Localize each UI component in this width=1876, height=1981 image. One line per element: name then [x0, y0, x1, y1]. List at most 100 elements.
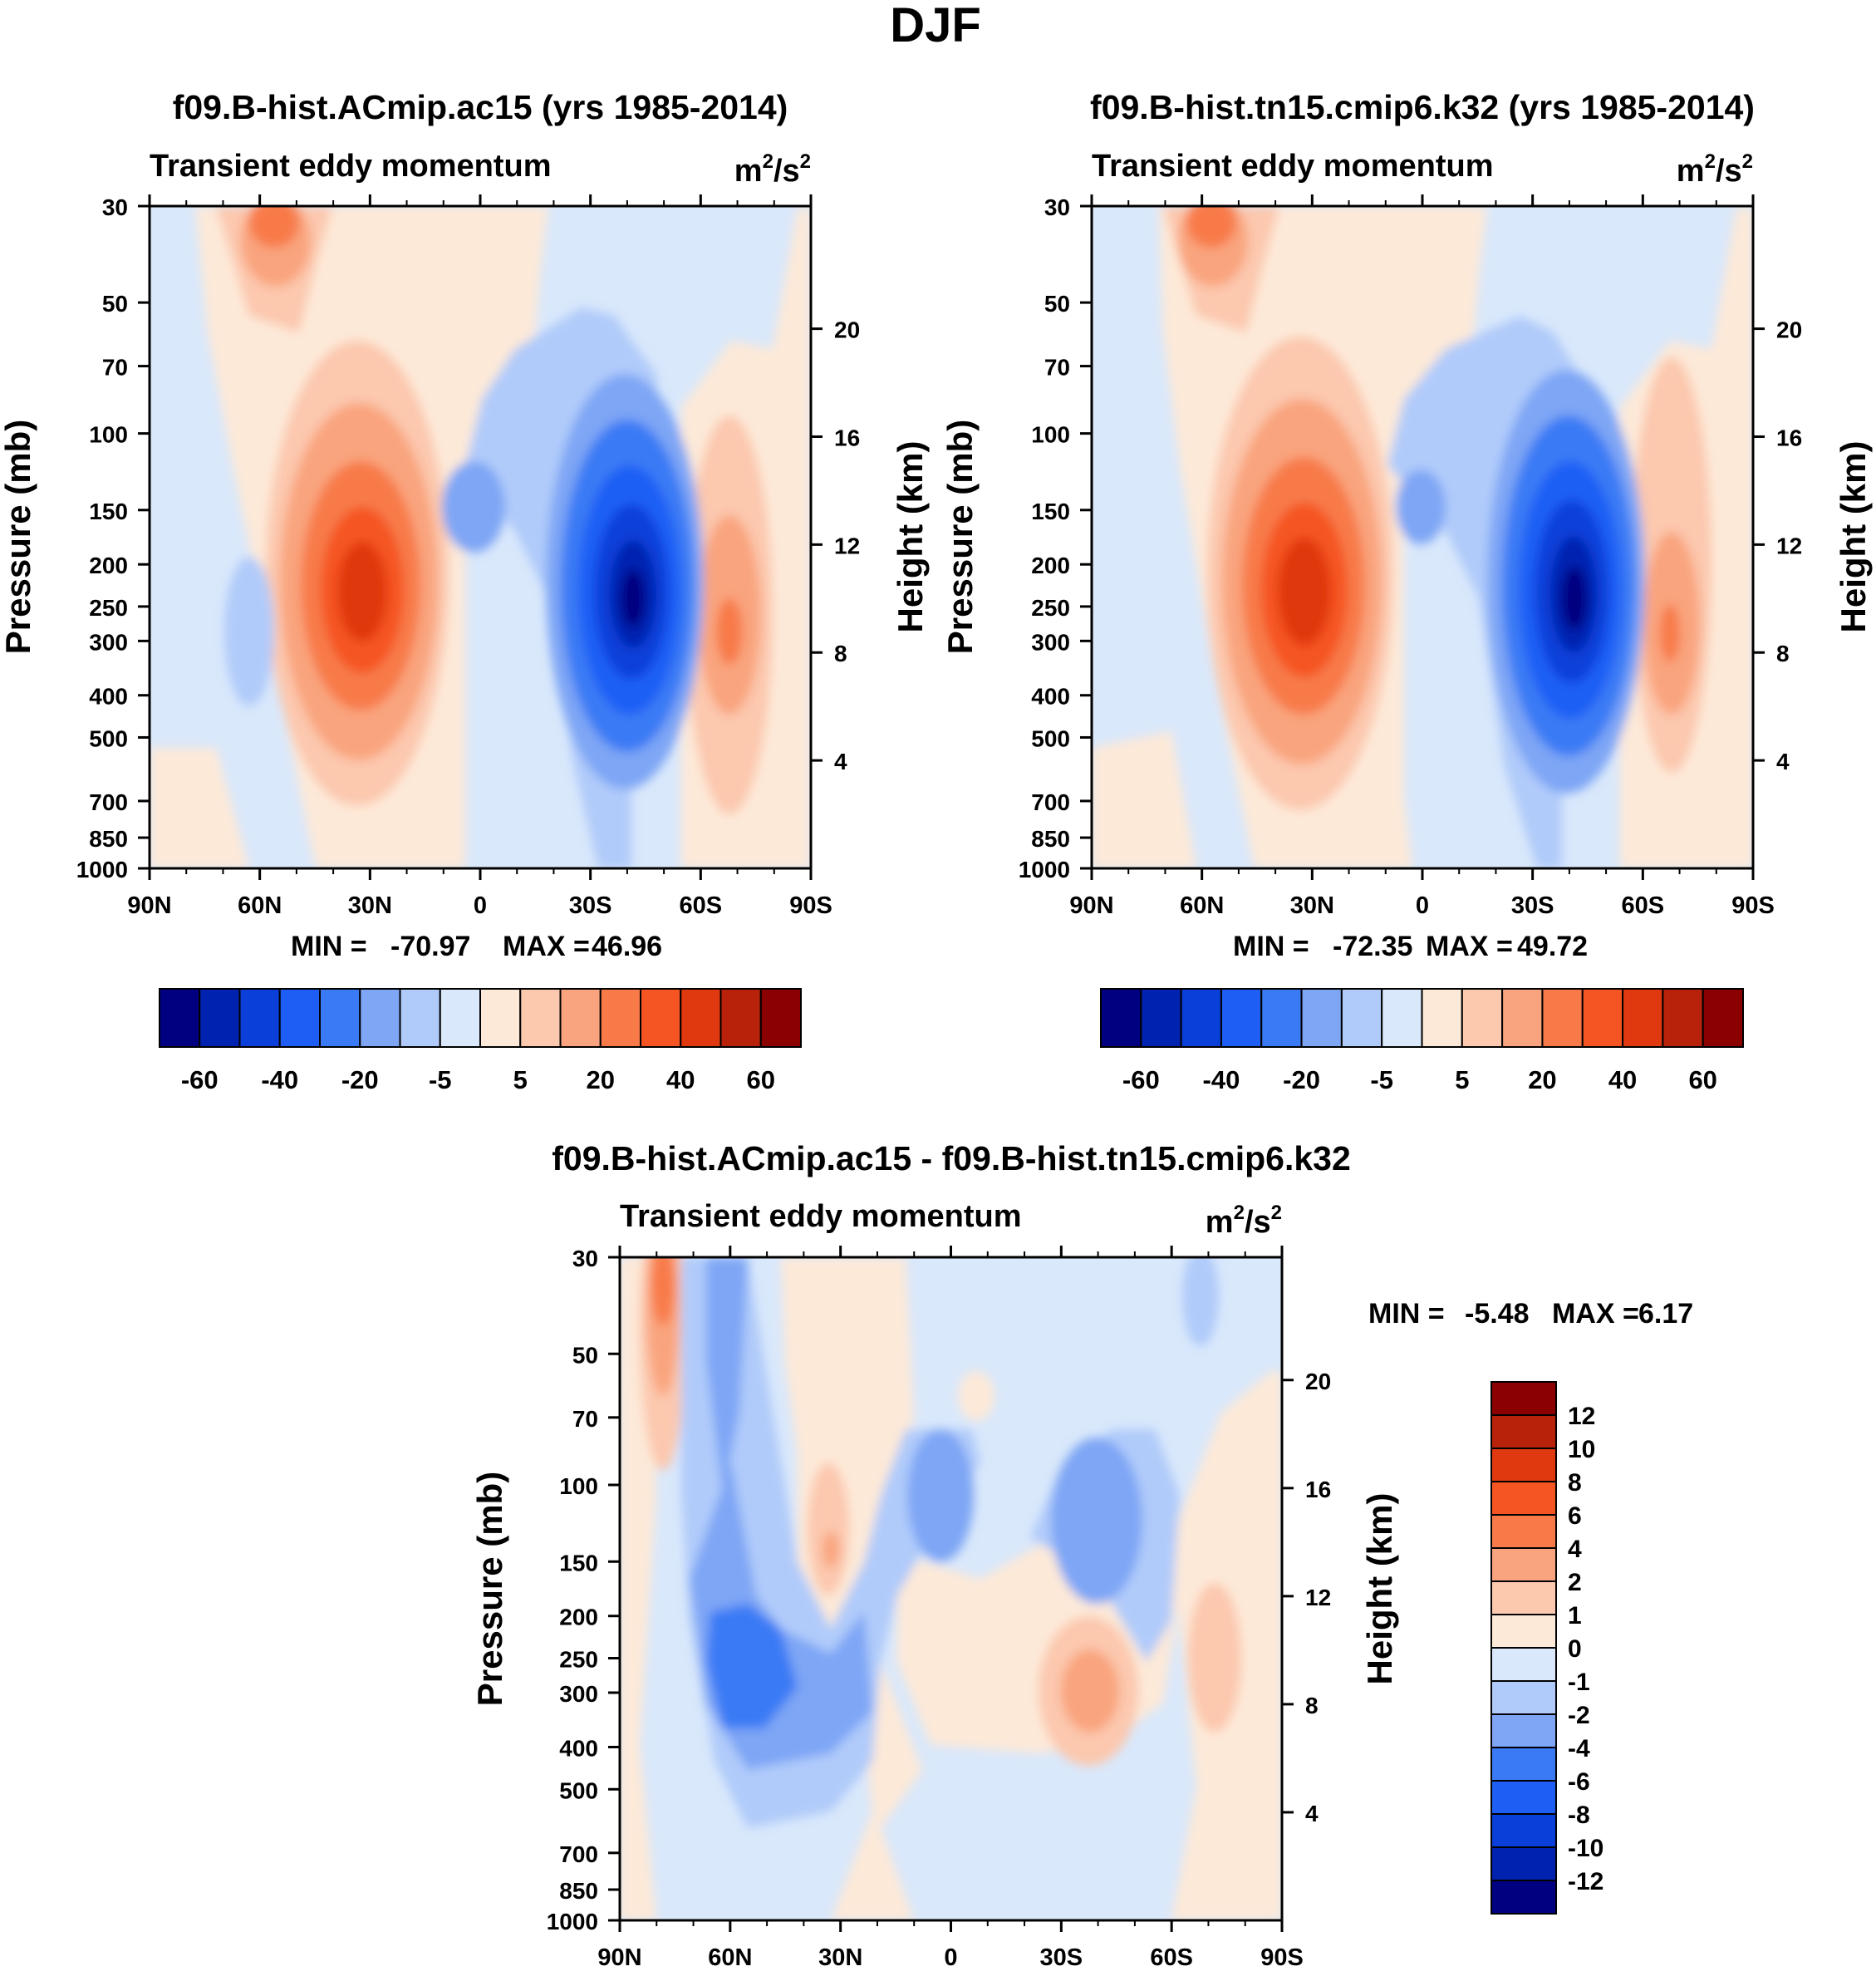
- x-tick-label: 30S: [1040, 1944, 1083, 1971]
- y-tick-label: 200: [89, 553, 128, 578]
- colorbar-label: -40: [261, 1065, 298, 1094]
- y-tick-label: 70: [1044, 355, 1070, 381]
- panel-b: f09.B-hist.tn15.cmip6.k32 (yrs 1985-2014…: [940, 88, 1873, 1094]
- panel-b-max-label: MAX =: [1426, 931, 1513, 962]
- x-tick-label: 60S: [1622, 892, 1665, 919]
- y-tick-label: 1000: [76, 857, 128, 882]
- panel-c-min-value: -5.48: [1465, 1298, 1530, 1330]
- y-right-tick-label: 8: [1776, 641, 1790, 666]
- panel-b-subtitle: Transient eddy momentum: [1092, 149, 1494, 184]
- y-right-tick-label: 16: [1305, 1477, 1331, 1502]
- panel-c-minmax: MIN = -5.48 MAX = 6.17: [1368, 1298, 1693, 1330]
- panel-a-minmax: MIN = -70.97 MAX = 46.96: [291, 931, 662, 962]
- panel-b-ylabel: Pressure (mb): [940, 420, 980, 654]
- y-right-tick-label: 4: [1776, 749, 1790, 774]
- x-tick-label: 60N: [1180, 892, 1224, 919]
- colorbar-box: [1490, 1680, 1557, 1715]
- y-tick-label: 850: [1031, 826, 1070, 852]
- colorbar-box: [1490, 1448, 1557, 1482]
- colorbar-label: -20: [1283, 1065, 1320, 1094]
- panel-b-minmax: MIN = -72.35 MAX = 49.72: [1233, 931, 1588, 962]
- panel-b-title: f09.B-hist.tn15.cmip6.k32 (yrs 1985-2014…: [1090, 88, 1755, 126]
- colorbar-box: [1490, 1381, 1557, 1416]
- colorbar-label: -60: [1122, 1065, 1160, 1094]
- colorbar-label: 2: [1568, 1569, 1582, 1596]
- colorbar-label: -40: [1203, 1065, 1240, 1094]
- colorbar-box: [1662, 988, 1704, 1048]
- y-tick-label: 50: [1044, 291, 1070, 317]
- colorbar-box: [1490, 1747, 1557, 1782]
- y-right-tick-label: 20: [1776, 317, 1802, 343]
- colorbar-label: 40: [1608, 1065, 1637, 1094]
- colorbar-box: [1490, 1481, 1557, 1516]
- contour-pos-b: [1092, 731, 1196, 868]
- colorbar-box: [640, 988, 682, 1048]
- y-right-tick-label: 8: [1305, 1693, 1319, 1718]
- panel-c-units: m2/s2: [1206, 1202, 1282, 1240]
- colorbar-box: [1300, 988, 1343, 1048]
- colorbar-label: -1: [1568, 1669, 1590, 1696]
- y-tick-label: 850: [89, 826, 128, 852]
- colorbar-box: [1490, 1713, 1557, 1748]
- colorbar-box: [1381, 988, 1423, 1048]
- panel-a-max-value: 46.96: [592, 931, 662, 962]
- x-tick-label: 90N: [127, 892, 171, 919]
- y-tick-label: 300: [89, 629, 128, 655]
- y-right-tick-label: 12: [1305, 1585, 1331, 1610]
- colorbar-box: [1622, 988, 1664, 1048]
- y-tick-label: 50: [572, 1342, 598, 1368]
- colorbar-label: 0: [1568, 1635, 1582, 1663]
- y-tick-label: 300: [1031, 629, 1070, 655]
- contour-neg-a: [621, 569, 645, 627]
- x-tick-label: 60S: [680, 892, 723, 919]
- colorbar-box: [759, 988, 802, 1048]
- x-tick-label: 0: [944, 1944, 957, 1971]
- y-right-tick-label: 20: [834, 317, 860, 343]
- colorbar-label: -4: [1568, 1735, 1590, 1762]
- y-tick-label: 30: [102, 194, 128, 220]
- panel-a-ticks: 3050701001502002503004005007008501000481…: [76, 194, 860, 919]
- y-right-tick-label: 16: [834, 425, 860, 450]
- colorbar-label: -20: [341, 1065, 379, 1094]
- colorbar-box: [599, 988, 641, 1048]
- colorbar-label: 5: [1455, 1065, 1469, 1094]
- y-tick-label: 400: [1031, 684, 1070, 710]
- y-right-tick-label: 16: [1776, 425, 1802, 450]
- colorbar-label: -12: [1568, 1868, 1603, 1895]
- colorbar-box: [479, 988, 522, 1048]
- x-tick-label: 30N: [348, 892, 392, 919]
- contour-neg-c: [706, 1604, 798, 1728]
- panel-c-subtitle: Transient eddy momentum: [620, 1199, 1022, 1234]
- contour-pos-c: [1188, 1583, 1241, 1733]
- contour-pos-c: [651, 1257, 675, 1325]
- panel-a-title: f09.B-hist.ACmip.ac15 (yrs 1985-2014): [173, 88, 788, 126]
- colorbar-box: [1541, 988, 1584, 1048]
- panel-a-units: m2/s2: [734, 150, 811, 189]
- panel-c-ylabel: Pressure (mb): [470, 1472, 509, 1706]
- contour-neg-a: [224, 557, 274, 706]
- contour-pos-c: [808, 1462, 849, 1595]
- panel-c: f09.B-hist.ACmip.ac15 - f09.B-hist.tn15.…: [470, 1139, 1693, 1971]
- contour-neg-c: [706, 1257, 748, 1496]
- x-tick-label: 0: [474, 892, 487, 919]
- contour-neg-b: [1396, 469, 1446, 544]
- x-tick-label: 90N: [1069, 892, 1113, 919]
- x-tick-label: 60S: [1150, 1944, 1193, 1971]
- panel-b-units: m2/s2: [1677, 150, 1753, 189]
- colorbar-label: 5: [513, 1065, 528, 1094]
- colorbar-box: [1461, 988, 1504, 1048]
- colorbar-label: -10: [1568, 1835, 1603, 1862]
- y-tick-label: 150: [559, 1550, 598, 1575]
- colorbar-box: [1421, 988, 1463, 1048]
- y-tick-label: 1000: [1019, 857, 1070, 882]
- y-tick-label: 150: [1031, 499, 1070, 524]
- contour-pos-b: [1278, 538, 1331, 646]
- x-tick-label: 60N: [708, 1944, 752, 1971]
- y-tick-label: 400: [559, 1735, 598, 1761]
- colorbar-box: [1490, 1414, 1557, 1449]
- colorbar-box: [319, 988, 361, 1048]
- panel-c-ticks: 3050701001502002503004005007008501000481…: [547, 1246, 1331, 1971]
- y-tick-label: 700: [559, 1841, 598, 1867]
